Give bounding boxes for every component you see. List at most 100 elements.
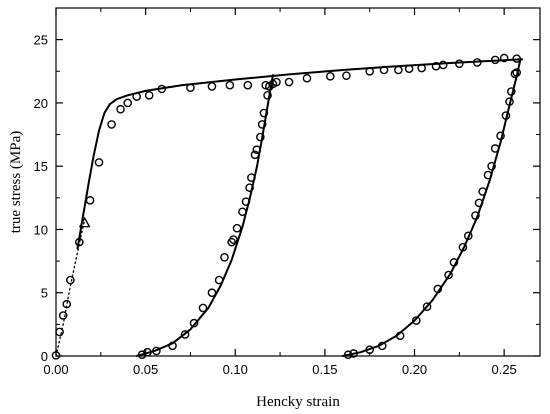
data-point — [325, 72, 335, 81]
data-point — [510, 69, 520, 79]
x-tick-label: 0.15 — [312, 362, 337, 377]
x-tick-label: 0.10 — [223, 362, 248, 377]
data-point — [207, 288, 217, 298]
data-point — [501, 111, 511, 120]
data-point — [302, 73, 312, 83]
data-point — [58, 311, 68, 320]
data-point — [198, 303, 208, 313]
data-point — [250, 150, 260, 160]
data-point — [62, 299, 72, 309]
y-axis-label: true stress (MPa) — [8, 131, 24, 233]
triangle-marker — [78, 216, 91, 228]
data-point — [455, 59, 464, 68]
fit-curve-2 — [135, 74, 274, 357]
data-point — [123, 98, 133, 108]
data-point — [343, 350, 353, 360]
x-tick-label: 0.25 — [491, 362, 516, 377]
x-tick-label: 0.20 — [402, 362, 427, 377]
data-point — [433, 284, 443, 294]
elastic-dotted-line — [55, 218, 86, 357]
data-point — [257, 120, 267, 129]
fit-curve-0 — [76, 58, 524, 250]
data-point — [75, 237, 84, 247]
data-point — [472, 58, 482, 67]
data-point — [186, 83, 195, 93]
data-point — [132, 92, 141, 101]
data-point — [444, 270, 453, 280]
data-point — [438, 60, 448, 70]
data-point — [458, 242, 468, 252]
x-axis-ticks: 0.00 0.05 0.10 0.15 0.20 0.25 — [43, 8, 517, 377]
data-point — [263, 91, 272, 100]
data-point — [152, 346, 161, 356]
data-point — [379, 65, 389, 75]
y-tick-label: 25 — [34, 33, 48, 48]
y-tick-label: 15 — [34, 159, 48, 174]
data-point — [229, 235, 238, 244]
data-point — [284, 77, 294, 87]
data-point — [449, 258, 459, 267]
data-point — [365, 66, 375, 76]
x-tick-label: 0.05 — [133, 362, 158, 377]
data-point — [256, 132, 265, 142]
data-point — [247, 173, 256, 182]
data-point — [505, 97, 514, 106]
data-point — [207, 82, 217, 91]
data-point — [238, 207, 247, 217]
data-point — [55, 327, 64, 337]
data-point — [168, 341, 177, 351]
fit-curves — [55, 58, 524, 357]
data-point — [422, 302, 432, 311]
data-point — [144, 91, 154, 100]
data-point — [483, 170, 493, 180]
data-point — [214, 275, 224, 285]
data-point — [412, 316, 421, 325]
x-tick-label: 0.00 — [43, 362, 68, 377]
data-point — [404, 64, 414, 74]
data-point — [512, 68, 521, 77]
data-point — [490, 55, 500, 65]
data-point — [241, 197, 251, 206]
data-point — [474, 198, 484, 208]
data-point — [490, 144, 500, 153]
data-point — [245, 183, 254, 192]
data-point — [394, 65, 403, 75]
data-point — [395, 331, 405, 341]
plot-frame — [55, 7, 541, 357]
data-point — [507, 87, 516, 96]
data-point — [189, 318, 199, 328]
data-point — [417, 63, 426, 73]
y-tick-label: 10 — [34, 222, 48, 237]
data-point — [487, 161, 496, 171]
data-point — [365, 345, 375, 354]
data-point — [342, 71, 351, 81]
data-point — [243, 80, 253, 90]
data-point — [499, 53, 509, 63]
data-point — [259, 108, 269, 118]
data-point — [377, 341, 387, 351]
data-point — [252, 145, 262, 155]
x-axis-label: Hencky strain — [256, 394, 340, 410]
data-point — [225, 80, 235, 90]
data-point — [463, 231, 473, 241]
data-point — [478, 187, 487, 196]
data-point — [232, 223, 242, 233]
data-point — [85, 196, 95, 205]
data-point — [157, 84, 167, 94]
data-point — [220, 252, 229, 262]
data-point — [180, 330, 190, 339]
data-point — [143, 347, 152, 357]
y-tick-label: 20 — [34, 96, 48, 111]
data-point — [66, 275, 75, 285]
data-point — [94, 158, 104, 167]
y-tick-label: 5 — [41, 286, 48, 301]
data-point — [471, 211, 480, 220]
data-point — [268, 79, 278, 89]
data-markers — [51, 53, 521, 360]
data-point — [496, 131, 505, 141]
y-axis-ticks: 0 5 10 15 20 25 — [34, 33, 540, 364]
fit-curve-3 — [341, 58, 522, 357]
data-point — [116, 104, 125, 114]
data-point — [51, 351, 61, 360]
